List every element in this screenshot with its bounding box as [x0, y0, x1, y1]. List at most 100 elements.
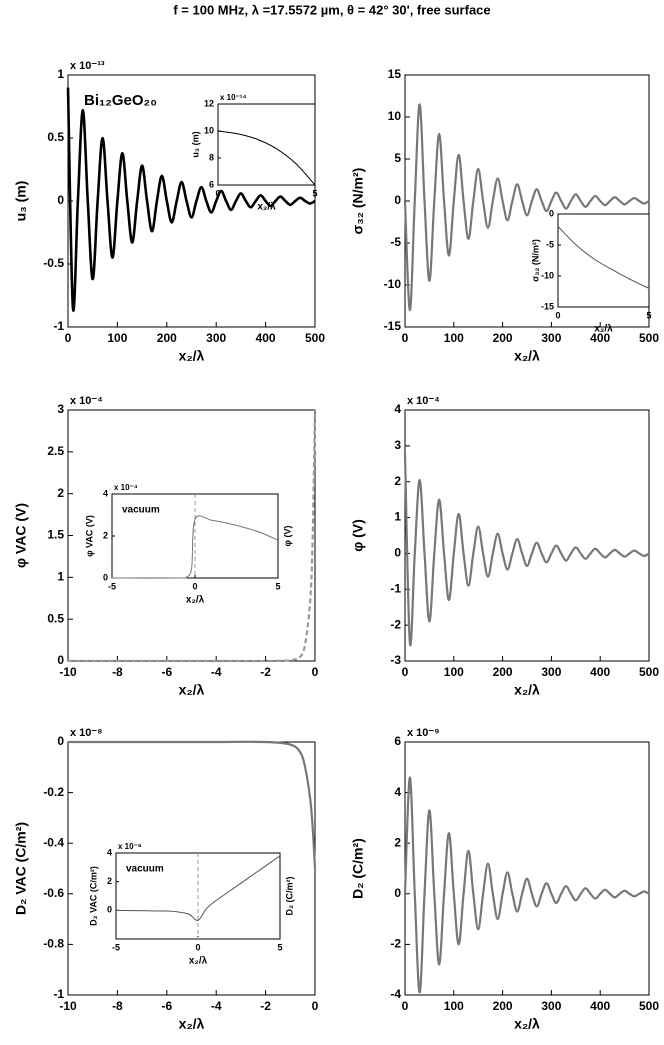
- y-tick-label: 1.5: [47, 528, 64, 542]
- y-tick-label: -5: [390, 235, 401, 249]
- x-tick-label: 0: [555, 310, 560, 320]
- y-tick-label: -1: [53, 319, 64, 333]
- x-tick-label: 0: [192, 581, 197, 591]
- x-tick-label: 0: [65, 331, 72, 345]
- y-tick-label: 0: [394, 193, 401, 207]
- x-tick-label: -6: [161, 999, 172, 1013]
- x-tick-label: 400: [256, 331, 276, 345]
- y-tick-label: -1: [53, 987, 64, 1001]
- x-tick-label: 200: [493, 665, 513, 679]
- annotation: vacuum: [122, 505, 160, 516]
- x-tick-label: 100: [107, 331, 127, 345]
- y-tick-label: 0: [57, 734, 64, 748]
- axis-exponent: x 10⁻⁴: [70, 395, 103, 407]
- y-tick-label: 15: [388, 67, 402, 81]
- annotation: vacuum: [126, 864, 164, 875]
- y-axis-label: φ VAC (V): [84, 515, 94, 557]
- x-tick-label: 200: [157, 331, 177, 345]
- x-tick-label: -10: [59, 665, 77, 679]
- x-tick-label: 500: [305, 331, 325, 345]
- x-tick-label: 0: [312, 665, 319, 679]
- y-tick-label: -0.6: [43, 886, 64, 900]
- annotation: Bi₁₂GeO₂₀: [84, 92, 157, 109]
- y-tick-label: 2: [107, 876, 112, 886]
- y-tick-label: 10: [388, 109, 402, 123]
- data-line: [115, 855, 281, 921]
- x-tick-label: -4: [211, 665, 222, 679]
- data-line: [66, 87, 316, 312]
- data-line: [67, 740, 317, 869]
- x-tick-label: 100: [444, 665, 464, 679]
- y-tick-label: 0: [394, 886, 401, 900]
- y-tick-label: -10: [384, 277, 402, 291]
- x-tick-label: 400: [590, 331, 610, 345]
- x-axis-label: x₂/λ: [514, 348, 540, 364]
- x-axis-label: x₂/λ: [594, 324, 613, 335]
- x-tick-label: 200: [493, 331, 513, 345]
- x-axis-label: x₂/λ: [514, 682, 540, 698]
- axis-exponent: x 10⁻¹³: [70, 60, 105, 72]
- x-axis-label: x₂/λ: [179, 1016, 205, 1032]
- data-line: [557, 226, 650, 289]
- y-tick-label: -15: [541, 301, 554, 311]
- y-axis-label: σ₃₂ (N/m²): [350, 168, 366, 235]
- x-tick-label: 100: [444, 999, 464, 1013]
- x-tick-label: -10: [59, 999, 77, 1013]
- plot-area: [404, 741, 650, 996]
- x-tick-label: -2: [260, 665, 271, 679]
- y-tick-label: 12: [204, 98, 214, 108]
- axis-exponent: x 10⁻⁹: [407, 727, 439, 739]
- x-tick-label: 500: [639, 665, 659, 679]
- y-tick-label: 0: [107, 905, 112, 915]
- x-tick-label: 100: [444, 331, 464, 345]
- figure-title: f = 100 MHz, λ =17.5572 µm, θ = 42° 30',…: [173, 2, 490, 17]
- y-tick-label: 10: [204, 125, 214, 135]
- y-axis-label: D₂ (C/m²): [350, 838, 366, 899]
- x-tick-label: 400: [590, 999, 610, 1013]
- y-tick-label: 0: [57, 193, 64, 207]
- data-line: [111, 515, 279, 579]
- plot-area: [217, 103, 316, 186]
- x-tick-label: -8: [112, 999, 123, 1013]
- data-line: [403, 453, 650, 647]
- y-tick-label: -2: [390, 937, 401, 951]
- x-tick-label: -2: [260, 999, 271, 1013]
- x-tick-label: 300: [541, 999, 561, 1013]
- y-tick-label: 1: [57, 67, 64, 81]
- y-tick-label: 6: [209, 179, 214, 189]
- x-axis-label: x₂/λ: [179, 348, 205, 364]
- x-tick-label: 300: [541, 331, 561, 345]
- x-tick-label: 5: [277, 942, 282, 952]
- x-tick-label: 0: [402, 665, 409, 679]
- data-line: [217, 130, 316, 186]
- y-axis-label: u₃ (m): [190, 131, 200, 157]
- y-axis-label: u₃ (m): [13, 181, 29, 222]
- y-axis-label: D₂ VAC (C/m²): [13, 822, 29, 915]
- y-tick-label: -0.2: [43, 785, 64, 799]
- y-tick-label: -0.4: [43, 835, 64, 849]
- data-line: [68, 409, 317, 663]
- x-tick-label: 300: [206, 331, 226, 345]
- y-axis-label: σ₃₂ (N/m²): [530, 239, 540, 282]
- x-tick-label: 500: [639, 331, 659, 345]
- y-tick-label: -3: [390, 653, 401, 667]
- y-tick-label: -2: [390, 617, 401, 631]
- y-axis-label: D₂ VAC (C/m²): [88, 866, 98, 926]
- y-axis-label-right: D₂ (C/m²): [284, 877, 294, 916]
- x-tick-label: 5: [312, 188, 317, 198]
- x-tick-label: -6: [161, 665, 172, 679]
- x-tick-label: 0: [402, 331, 409, 345]
- axis-exponent: x 10⁻⁴: [114, 483, 138, 492]
- data-line: [403, 776, 650, 994]
- y-tick-label: 2: [57, 486, 64, 500]
- y-tick-label: 5: [394, 151, 401, 165]
- y-axis-label-right: φ (V): [282, 526, 292, 547]
- x-tick-label: -8: [112, 665, 123, 679]
- y-tick-label: 4: [394, 402, 401, 416]
- y-tick-label: 0: [103, 572, 108, 582]
- x-axis-label: x₂/λ: [514, 1016, 540, 1032]
- x-tick-label: 0: [195, 942, 200, 952]
- y-tick-label: 0.5: [47, 130, 64, 144]
- axis-exponent: x 10⁻⁸: [118, 842, 142, 851]
- y-tick-label: 2: [103, 530, 108, 540]
